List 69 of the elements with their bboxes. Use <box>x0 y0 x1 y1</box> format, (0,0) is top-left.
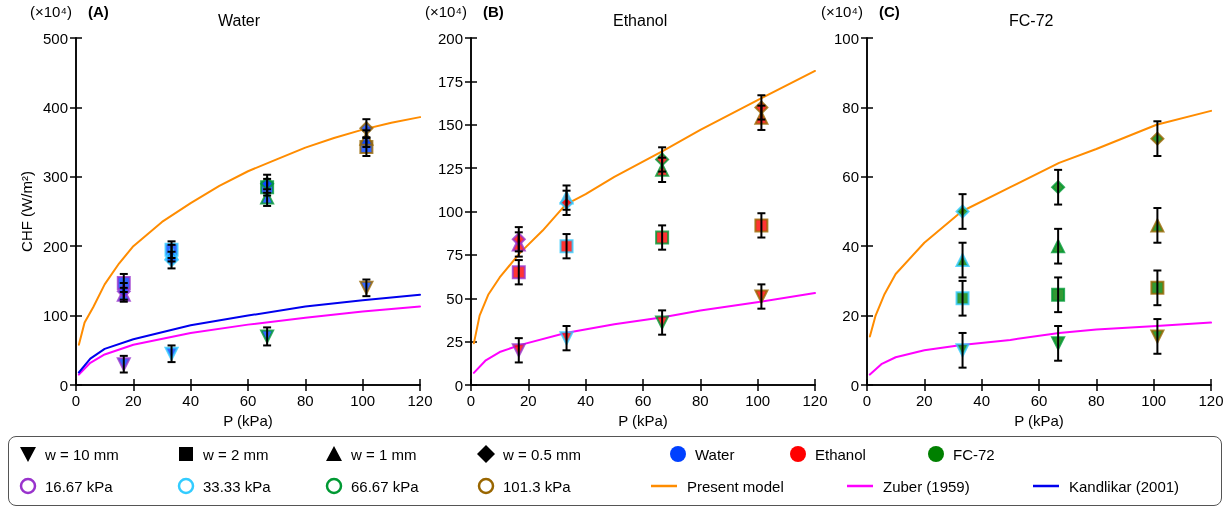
x-tick-label: 60 <box>634 392 652 409</box>
text: 101.3 kPa <box>503 477 571 495</box>
text: Water <box>695 445 735 463</box>
text: Ethanol <box>815 445 866 463</box>
chart-title: Water <box>218 11 261 29</box>
x-axis-title: P (kPa) <box>618 411 668 429</box>
y-tick-label: 0 <box>454 376 463 394</box>
text: (×10⁴) <box>821 3 863 20</box>
text: w = 2 mm <box>203 445 269 463</box>
x-axis-title: P (kPa) <box>223 411 273 429</box>
x-tick-label: 40 <box>577 392 595 409</box>
y-tick-label: 80 <box>842 98 859 116</box>
x-tick-label: 120 <box>802 392 828 409</box>
text: w = 10 mm <box>45 445 119 463</box>
x-tick-label: 40 <box>973 392 991 409</box>
text: Ethanol <box>613 11 668 29</box>
y-tick-label: 500 <box>42 29 68 47</box>
legend-label: Kandlikar (2001) <box>1069 477 1180 495</box>
x-tick-label: 100 <box>1141 392 1167 409</box>
legend-label: Zuber (1959) <box>883 477 970 495</box>
x-tick-label: 0 <box>71 392 81 409</box>
y-tick-label: 175 <box>437 72 463 90</box>
x-tick-label: 0 <box>862 392 872 409</box>
x-tick-label: 0 <box>466 392 476 409</box>
y-tick-label: 25 <box>446 333 463 351</box>
y-tick-label: 100 <box>437 203 463 220</box>
text: 33.33 kPa <box>203 477 271 495</box>
x-tick-label: 40 <box>182 392 200 409</box>
y-tick-label: 150 <box>437 116 463 134</box>
y-tick-label: 100 <box>833 29 859 47</box>
text: w = 1 mm <box>351 445 417 463</box>
chart-title: FC-72 <box>1009 11 1054 29</box>
text: (A) <box>88 3 109 20</box>
x-tick-label: 80 <box>296 392 314 409</box>
y-tick-label: 0 <box>850 376 859 394</box>
x-tick-label: 20 <box>915 392 933 409</box>
y-tick-label: 50 <box>446 289 463 307</box>
x-tick-label: 80 <box>691 392 709 409</box>
text: (×10⁴) <box>30 3 72 20</box>
x-tick-label: 80 <box>1087 392 1105 409</box>
x-tick-label: 100 <box>745 392 771 409</box>
legend-label: Present model <box>687 477 784 495</box>
y-tick-label: 60 <box>842 168 859 186</box>
y-tick-label: 0 <box>59 376 68 394</box>
y-tick-label: 200 <box>437 29 463 47</box>
x-tick-label: 120 <box>407 392 433 409</box>
x-tick-label: 20 <box>124 392 142 409</box>
y-tick-label: 100 <box>42 307 68 325</box>
y-tick-label: 300 <box>42 168 68 186</box>
x-tick-label: 60 <box>239 392 257 409</box>
text: w = 0.5 mm <box>503 445 581 463</box>
x-axis-title: P (kPa) <box>1014 411 1064 429</box>
y-axis-title: CHF (W/m²) <box>18 171 35 252</box>
text: 66.67 kPa <box>351 477 419 495</box>
x-tick-label: 100 <box>350 392 376 409</box>
text: (B) <box>483 3 504 20</box>
y-tick-label: 40 <box>842 237 859 255</box>
y-tick-label: 125 <box>437 159 463 177</box>
x-tick-label: 60 <box>1030 392 1048 409</box>
text: 16.67 kPa <box>45 477 113 495</box>
y-tick-label: 400 <box>42 98 68 116</box>
x-tick-label: 120 <box>1198 392 1224 409</box>
y-tick-label: 200 <box>42 237 68 255</box>
text: (C) <box>879 3 900 20</box>
y-tick-label: 20 <box>842 307 859 325</box>
text: (×10⁴) <box>425 3 467 20</box>
x-tick-label: 20 <box>519 392 537 409</box>
text: FC-72 <box>953 445 995 463</box>
y-tick-label: 75 <box>446 246 463 264</box>
